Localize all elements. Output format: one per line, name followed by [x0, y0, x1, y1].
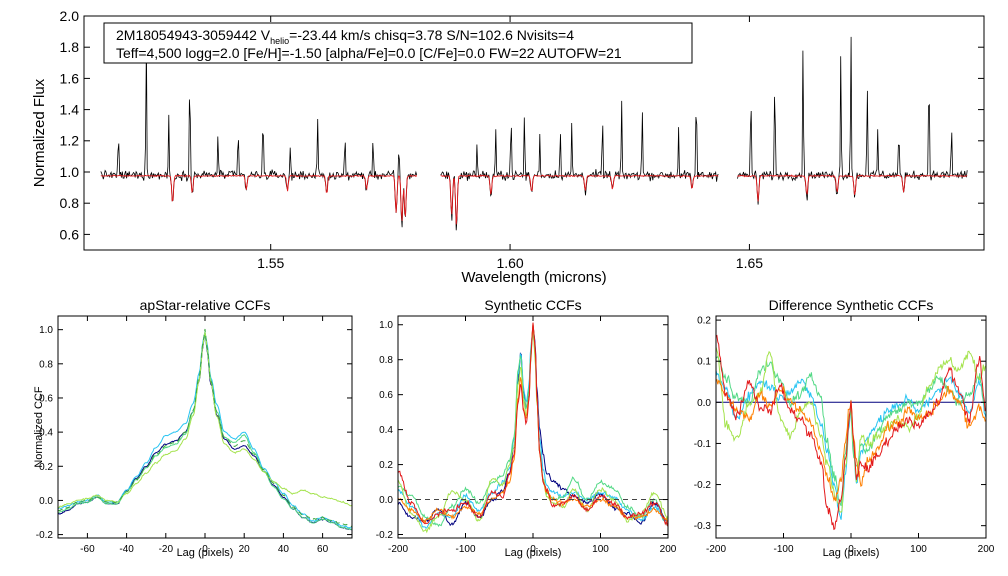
y-tick-label: 1.0	[39, 325, 53, 336]
x-tick-label: 100	[910, 544, 927, 555]
y-tick-label: 1.8	[60, 39, 80, 55]
x-tick-label: -100	[455, 544, 475, 555]
x-tick-label: -60	[80, 544, 95, 555]
y-tick-label: 2.0	[60, 8, 80, 24]
apstar-ccf-panel: -60 -40 -20 0 20 40 60 -0.2 0.0 0.2 0.4 0.6 0.8 1.0 a…	[33, 297, 353, 559]
info-line-2: Teff=4,500 logg=2.0 [Fe/H]=-1.50 [alpha/…	[116, 45, 622, 61]
x-tick-label: 40	[278, 544, 290, 555]
difference-ccf-panel: -200 -100 0 100 200 -0.3 -0.2 -0.1 0.0 0.1 0.2 Dif…	[694, 297, 995, 559]
apstar-ccf-title: apStar-relative CCFs	[140, 297, 271, 313]
spectrum-panel: 1.55 1.60 1.65 0.6 0.8 1.0 1.2 1.4 1.6 1.8 2.0 2M1…	[31, 8, 985, 286]
x-tick-label: 0	[530, 544, 536, 555]
y-tick-label: 0.2	[39, 462, 53, 473]
y-tick-label: 1.2	[60, 133, 80, 149]
synthetic-ccf-plot-area	[398, 322, 668, 534]
synthetic-ccf-panel: -200 -100 0 100 200 -0.2 0.0 0.2 0.4 0.6 0.8 1.0 Sy…	[376, 297, 677, 559]
synthetic-ccf-title: Synthetic CCFs	[484, 297, 581, 313]
y-tick-label: 0.4	[39, 428, 53, 439]
x-tick-label: -200	[388, 544, 408, 555]
ccf-difference-visit-3-line	[716, 346, 986, 513]
spectrum-ticks: 1.55 1.60 1.65 0.6 0.8 1.0 1.2 1.4 1.6 1.8 2.0	[60, 8, 984, 271]
y-tick-label: -0.2	[694, 480, 712, 491]
apstar-ccf-plot-area	[58, 328, 352, 531]
apstar-ccf-ticks: -60 -40 -20 0 20 40 60 -0.2 0.0 0.2 0.4 0.6 0.8 1.0	[36, 316, 352, 555]
difference-ccf-x-axis-label: Lag (pixels)	[823, 547, 880, 559]
y-tick-label: 1.0	[379, 320, 393, 331]
x-tick-label: -100	[773, 544, 793, 555]
y-tick-label: 0.1	[697, 357, 711, 368]
info-line-1: 2M18054943-3059442 Vhelio=-23.44 km/s ch…	[116, 27, 574, 46]
best-fit-synthetic-chip-1	[100, 174, 418, 221]
x-tick-label: -40	[119, 544, 134, 555]
y-tick-label: 1.4	[60, 102, 80, 118]
info-box	[103, 22, 693, 64]
synthetic-ccf-ticks: -200 -100 0 100 200 -0.2 0.0 0.2 0.4 0.6 0.8 1.0	[376, 316, 677, 555]
ccf-apstar-visit-4-line	[58, 328, 352, 528]
y-tick-label: -0.2	[376, 530, 394, 541]
y-tick-label: 0.8	[379, 355, 393, 366]
spectrum-axes-frame	[83, 15, 985, 251]
y-tick-label: 1.0	[60, 164, 80, 180]
difference-ccf-title: Difference Synthetic CCFs	[769, 297, 934, 313]
spectrum-plot-area	[100, 36, 968, 231]
best-fit-synthetic-chip-3	[737, 174, 968, 202]
x-tick-label: -20	[159, 544, 174, 555]
apstar-ccf-y-axis-label: Normalized CCF	[33, 386, 45, 468]
apstar-ccf-x-axis-label: Lag (pixels)	[177, 547, 234, 559]
best-fit-synthetic-chip-2	[440, 174, 719, 225]
y-tick-label: -0.1	[694, 439, 712, 450]
y-tick-label: 0.0	[379, 495, 393, 506]
y-tick-label: 0.6	[39, 393, 53, 404]
x-tick-label: -200	[706, 544, 726, 555]
y-tick-label: -0.3	[694, 521, 712, 532]
y-tick-label: 0.0	[697, 398, 711, 409]
x-tick-label: 20	[239, 544, 251, 555]
x-tick-label: 1.65	[736, 255, 763, 271]
y-tick-label: 0.8	[60, 195, 80, 211]
x-tick-label: 60	[317, 544, 329, 555]
synthetic-ccf-x-axis-label: Lag (pixels)	[505, 547, 562, 559]
difference-ccf-plot-area	[716, 334, 986, 531]
difference-ccf-ticks: -200 -100 0 100 200 -0.3 -0.2 -0.1 0.0 0.1 0.2	[694, 316, 995, 555]
ccf-difference-visit-5-line	[716, 334, 986, 531]
x-tick-label: 200	[660, 544, 677, 555]
y-tick-label: 0.6	[379, 390, 393, 401]
observed-spectrum-chip-3	[737, 36, 968, 205]
y-tick-label: 0.0	[39, 496, 53, 507]
y-tick-label: 0.6	[60, 226, 80, 242]
spectrum-x-axis-label: Wavelength (microns)	[461, 269, 606, 286]
y-tick-label: 1.6	[60, 70, 80, 86]
x-tick-label: 1.60	[496, 255, 523, 271]
y-tick-label: 0.2	[697, 316, 711, 327]
y-tick-label: -0.2	[36, 530, 54, 541]
x-tick-label: 1.55	[257, 255, 284, 271]
y-tick-label: 0.4	[379, 425, 393, 436]
x-tick-label: 100	[592, 544, 609, 555]
y-tick-label: 0.8	[39, 359, 53, 370]
y-tick-label: 0.2	[379, 460, 393, 471]
x-tick-label: 200	[978, 544, 995, 555]
ccf-synthetic-visit-5-line	[398, 322, 668, 527]
x-tick-label: 0	[848, 544, 854, 555]
spectrum-y-axis-label: Normalized Flux	[31, 78, 48, 187]
x-tick-label: 0	[202, 544, 208, 555]
